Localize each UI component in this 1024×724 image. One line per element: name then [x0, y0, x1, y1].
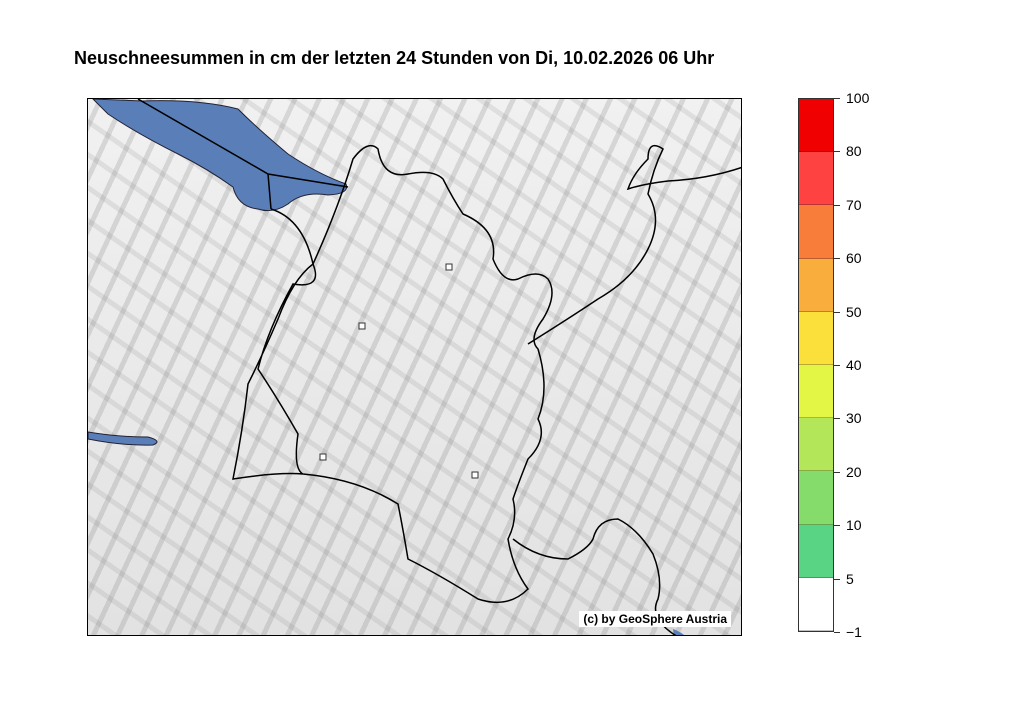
lake-small	[673, 629, 685, 635]
colorbar-tick	[834, 311, 840, 313]
colorbar-segment	[799, 471, 833, 525]
colorbar-tick-label: 60	[846, 250, 862, 267]
colorbar-tick-label: 40	[846, 357, 862, 373]
colorbar-tick	[834, 151, 840, 153]
colorbar-tick-label: 20	[846, 463, 862, 480]
colorbar-tick-label: 80	[846, 143, 862, 160]
colorbar-tick-label: 5	[846, 570, 854, 587]
colorbar-tick	[834, 204, 840, 206]
border-east	[527, 144, 741, 345]
colorbar-segment	[799, 152, 833, 206]
map-title: Neuschneesummen in cm der letzten 24 Stu…	[74, 48, 715, 68]
colorbar-tick	[834, 578, 840, 580]
vorarlberg-border	[232, 144, 553, 604]
station-marker	[471, 471, 479, 479]
station-markers	[319, 263, 479, 479]
colorbar-segment	[799, 205, 833, 259]
colorbar-tick	[834, 365, 840, 366]
map-overlay	[88, 99, 741, 635]
snowfall-map: (c) by GeoSphere Austria	[87, 98, 742, 636]
colorbar-tick	[834, 471, 840, 473]
colorbar-tick	[834, 258, 840, 260]
colorbar-segment	[799, 258, 833, 312]
colorbar-tick-label: 50	[846, 303, 862, 320]
colorbar-segment	[799, 311, 833, 366]
station-marker	[445, 263, 453, 271]
colorbar-tick	[834, 632, 840, 633]
lake-constance	[92, 99, 348, 212]
copyright-credit: (c) by GeoSphere Austria	[579, 611, 731, 627]
colorbar-tick	[834, 525, 840, 527]
colorbar-tick-label: 100	[846, 90, 870, 106]
colorbar-segment	[799, 577, 833, 632]
station-marker	[358, 322, 366, 330]
lake-walensee	[88, 431, 158, 446]
country-border-lake	[137, 99, 349, 210]
colorbar-segment	[799, 99, 833, 153]
colorbar-tick	[834, 418, 840, 420]
colorbar-tick	[834, 98, 840, 99]
colorbar	[798, 98, 834, 632]
colorbar-tick-label: 70	[846, 196, 862, 213]
colorbar-segment	[799, 524, 833, 578]
station-marker	[319, 453, 327, 461]
colorbar-segment	[799, 365, 833, 419]
border-southeast	[512, 518, 677, 635]
colorbar-tick-label: 30	[846, 410, 862, 427]
colorbar-tick-label: 10	[846, 517, 862, 534]
colorbar-segment	[799, 418, 833, 472]
colorbar-tick-label: −1	[846, 624, 862, 640]
